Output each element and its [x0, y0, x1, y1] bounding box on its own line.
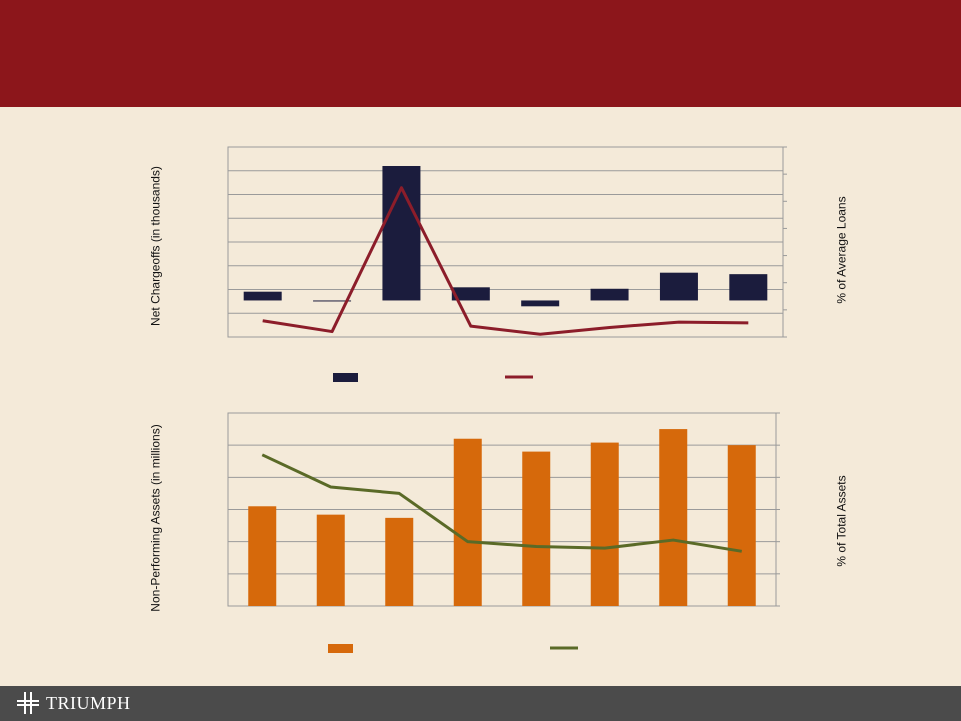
chart2-bar	[522, 451, 551, 606]
chart1-legend-bar-swatch	[333, 373, 358, 382]
chart2-bar	[659, 429, 688, 606]
chart2-bar	[248, 506, 277, 606]
footer-band	[0, 686, 961, 721]
chart1-bar	[382, 166, 421, 301]
company-logo: TRIUMPH	[16, 690, 131, 716]
chart1-bar	[590, 288, 629, 301]
chart1-bar	[729, 274, 768, 301]
chart1-bar	[521, 300, 560, 307]
triumph-cross-icon	[17, 692, 39, 714]
chart2-bar	[316, 514, 345, 606]
chart2-bar	[453, 438, 482, 606]
chart1-bar	[659, 272, 698, 301]
chart1-line-series	[262, 186, 749, 336]
chart2-bar	[385, 517, 414, 606]
title-band	[0, 0, 961, 107]
chart2-bar	[727, 445, 756, 606]
chart1-bar	[451, 287, 490, 301]
logo-text: TRIUMPH	[46, 692, 131, 713]
chart2-legend-bar-swatch	[328, 644, 353, 653]
chart2-bar	[590, 442, 619, 606]
chart2-line-series	[261, 453, 742, 553]
chart1-bar	[313, 300, 352, 302]
chart1-bar	[243, 291, 282, 301]
